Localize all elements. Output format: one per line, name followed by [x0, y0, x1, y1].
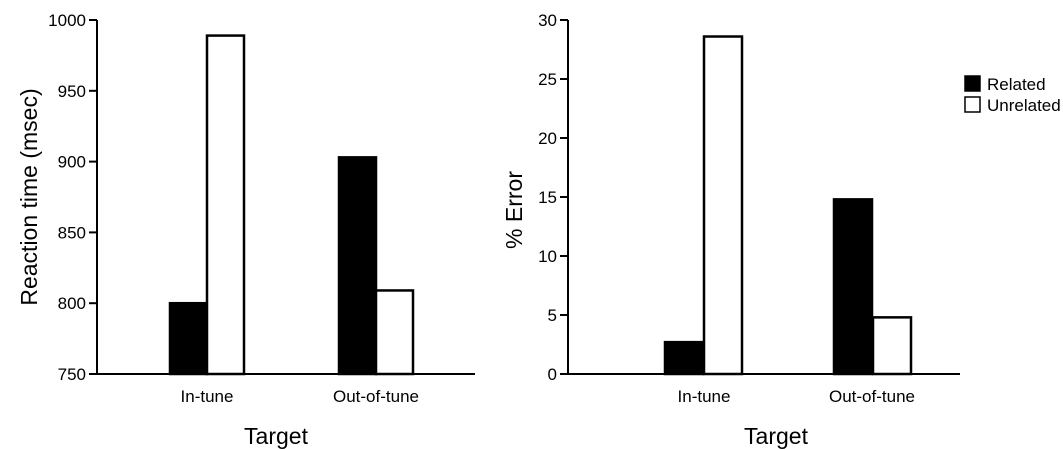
category-labels: In-tune Out-of-tune — [678, 387, 915, 406]
y-axis-title: Reaction time (msec) — [16, 88, 42, 305]
y-tick-label-0: 0 — [548, 365, 557, 384]
legend: Related Unrelated — [964, 75, 1061, 115]
category-labels: In-tune Out-of-tune — [181, 387, 419, 406]
bar-related-out-of-tune — [832, 198, 874, 376]
bars — [663, 35, 913, 376]
category-label-in-tune: In-tune — [678, 387, 731, 406]
category-label-out-of-tune: Out-of-tune — [333, 387, 419, 406]
bar-unrelated-in-tune — [702, 35, 744, 376]
category-label-in-tune: In-tune — [181, 387, 234, 406]
category-label-out-of-tune: Out-of-tune — [829, 387, 915, 406]
bar-related-out-of-tune — [337, 156, 378, 376]
y-tick-label-800: 800 — [58, 294, 86, 313]
y-tick-label-1000: 1000 — [48, 11, 86, 30]
bar-unrelated-out-of-tune — [374, 289, 415, 376]
y-tick-label-750: 750 — [58, 365, 86, 384]
y-axis-title: % Error — [501, 171, 527, 249]
bars — [168, 34, 415, 376]
y-tick-label-850: 850 — [58, 223, 86, 242]
legend-swatch-related — [964, 75, 981, 92]
legend-label-unrelated: Unrelated — [987, 96, 1061, 115]
y-ticks: 750 800 850 900 950 1000 — [48, 11, 97, 384]
y-tick-label-900: 900 — [58, 153, 86, 172]
y-tick-label-30: 30 — [538, 11, 557, 30]
y-ticks: 0 5 10 15 20 25 30 — [538, 11, 568, 384]
y-tick-label-15: 15 — [538, 188, 557, 207]
x-axis-title: Target — [744, 423, 809, 449]
y-tick-label-20: 20 — [538, 129, 557, 148]
bar-related-in-tune — [663, 340, 705, 376]
x-axis-title: Target — [244, 423, 309, 449]
legend-label-related: Related — [987, 75, 1046, 94]
bar-unrelated-out-of-tune — [871, 316, 913, 376]
y-tick-label-950: 950 — [58, 82, 86, 101]
y-tick-label-10: 10 — [538, 247, 557, 266]
y-tick-label-5: 5 — [548, 306, 557, 325]
y-tick-label-25: 25 — [538, 70, 557, 89]
bar-related-in-tune — [168, 301, 209, 376]
bar-unrelated-in-tune — [205, 34, 246, 376]
legend-swatch-unrelated — [964, 96, 981, 113]
